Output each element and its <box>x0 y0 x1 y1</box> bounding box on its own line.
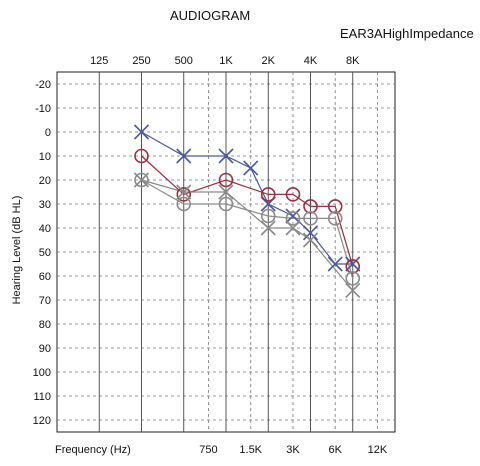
y-tick-label: 40 <box>39 223 51 235</box>
data-point-cross <box>133 172 150 188</box>
x-tick-label-top: 500 <box>175 55 193 67</box>
y-tick-label: -20 <box>35 79 51 91</box>
x-tick-label-top: 4K <box>304 55 318 67</box>
y-tick-label: 0 <box>45 127 51 139</box>
data-point-cross <box>218 184 234 200</box>
data-point-circle <box>345 259 361 274</box>
data-point-cross <box>133 124 150 140</box>
x-tick-label-bottom: 6K <box>328 444 342 456</box>
chart-subtitle: EAR3AHighImpedance <box>340 26 474 41</box>
data-point-circle <box>218 196 234 212</box>
x-tick-label-top: 125 <box>90 55 108 67</box>
data-point-circle <box>260 187 276 202</box>
data-point-cross <box>243 160 259 176</box>
data-point-cross <box>176 148 192 164</box>
data-point-cross <box>345 256 361 272</box>
data-point-circle <box>345 271 361 286</box>
series-line <box>141 179 354 279</box>
y-tick-label: 60 <box>39 271 51 283</box>
x-tick-label-top: 1K <box>219 55 233 67</box>
data-point-circle <box>327 211 343 226</box>
data-point-cross <box>345 282 361 298</box>
data-point-cross <box>260 220 276 236</box>
y-tick-label: 90 <box>39 343 51 355</box>
data-point-circle <box>285 187 301 202</box>
data-point-circle <box>176 196 192 212</box>
chart-title: AUDIOGRAM <box>170 8 251 23</box>
data-point-circle <box>176 187 192 202</box>
y-tick-label: 50 <box>39 247 51 259</box>
data-point-cross <box>176 184 192 200</box>
data-point-circle <box>134 148 149 164</box>
series-line <box>141 179 354 291</box>
y-tick-label: 70 <box>39 295 51 307</box>
data-point-cross <box>302 225 319 241</box>
y-tick-label: 80 <box>39 319 51 331</box>
x-tick-label-bottom: 3K <box>286 444 300 456</box>
x-tick-label-top: 8K <box>346 55 360 67</box>
data-point-cross <box>327 256 343 272</box>
x-tick-label-top: 250 <box>132 55 150 67</box>
data-point-cross <box>285 208 301 224</box>
data-point-circle <box>303 199 318 214</box>
x-tick-label-bottom: 750 <box>199 444 217 456</box>
data-point-cross <box>285 220 301 236</box>
x-axis-label: Frequency (Hz) <box>55 444 131 456</box>
data-point-circle <box>134 172 149 188</box>
data-point-circle <box>218 172 234 188</box>
y-tick-label: 10 <box>39 151 51 163</box>
y-axis-label: Hearing Level (dB HL) <box>11 196 23 305</box>
data-point-cross <box>218 148 234 164</box>
x-tick-label-bottom: 12K <box>368 444 388 456</box>
x-tick-label-bottom: 1.5K <box>239 444 262 456</box>
data-point-cross <box>302 232 319 248</box>
y-tick-label: 110 <box>33 391 51 403</box>
y-tick-label: 100 <box>33 367 51 379</box>
y-tick-label: 30 <box>39 199 51 211</box>
data-point-circle <box>303 211 318 226</box>
x-tick-label-top: 2K <box>262 55 276 67</box>
y-tick-label: -10 <box>35 103 51 115</box>
y-tick-label: 20 <box>39 175 51 187</box>
data-point-circle <box>327 199 343 214</box>
data-point-circle <box>260 208 276 224</box>
data-point-circle <box>285 211 301 226</box>
y-tick-label: 120 <box>33 415 51 427</box>
